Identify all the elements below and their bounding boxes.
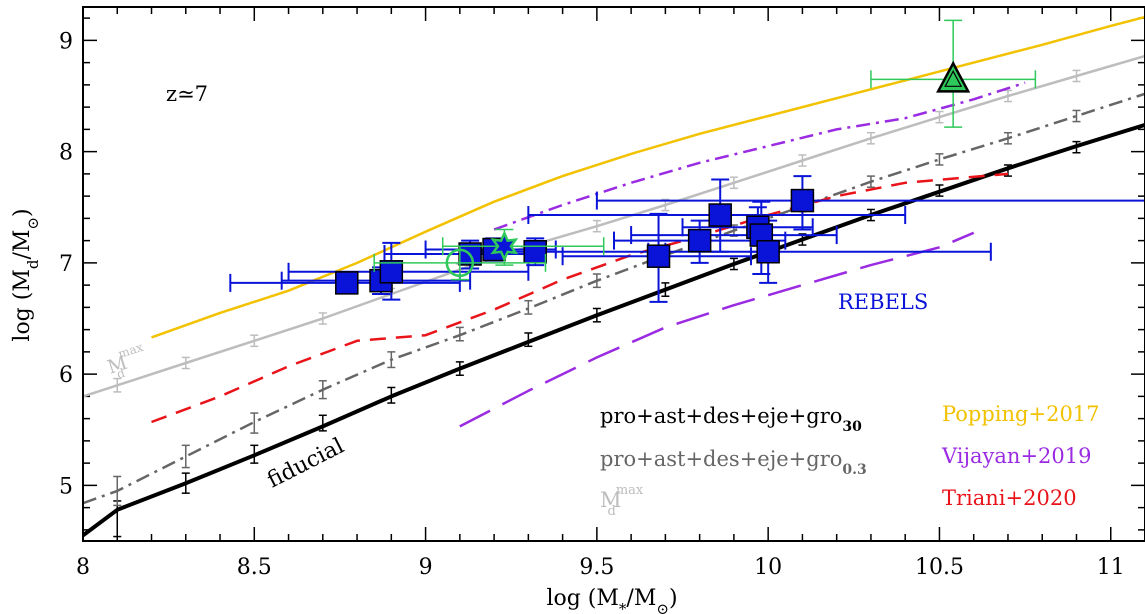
error-bar-mdmax bbox=[1003, 89, 1012, 103]
error-bar-gro03 bbox=[592, 273, 601, 289]
error-bar-fiducial bbox=[661, 282, 670, 297]
x-tick-label: 10.5 bbox=[915, 555, 964, 580]
highlight-point-circle bbox=[445, 248, 475, 278]
error-bar-gro03 bbox=[866, 175, 875, 188]
highlight-point-triangle-inner bbox=[944, 70, 963, 87]
error-bar-mdmax bbox=[318, 312, 327, 325]
series-line-vijayan_lower bbox=[459, 231, 975, 428]
rebels-label: REBELS bbox=[838, 290, 928, 314]
error-bar-mdmax bbox=[729, 176, 738, 190]
rebels-point bbox=[790, 188, 815, 213]
legend-entry-gro03: pro+ast+des+eje+gro0.3 bbox=[600, 447, 867, 478]
x-tick-label: 10 bbox=[754, 555, 782, 580]
rebels-point bbox=[646, 244, 671, 268]
error-bar-gro03 bbox=[935, 153, 944, 166]
error-bar-fiducial bbox=[1072, 140, 1081, 154]
error-bar-fiducial bbox=[524, 332, 533, 348]
redshift-label: z≃7 bbox=[166, 82, 208, 106]
y-tick-label: 9 bbox=[59, 29, 73, 54]
points-layer bbox=[229, 19, 1145, 303]
error-bar-fiducial bbox=[729, 257, 738, 271]
error-bar-mdmax bbox=[866, 131, 875, 145]
y-axis-title: log (Md/M⊙) bbox=[10, 208, 42, 341]
highlight-point-star bbox=[490, 230, 519, 263]
y-tick-label: 5 bbox=[59, 474, 73, 499]
error-bar-gro03 bbox=[318, 380, 327, 400]
error-bar-gro03 bbox=[181, 444, 190, 469]
series-line-popping bbox=[151, 15, 1145, 339]
x-tick-label: 8.5 bbox=[237, 555, 272, 580]
error-bar-fiducial bbox=[387, 386, 396, 404]
series-layer bbox=[83, 15, 1145, 538]
rebels-point bbox=[687, 228, 712, 253]
error-bar-fiducial bbox=[181, 472, 190, 494]
error-bar-mdmax bbox=[798, 154, 807, 167]
legend-entry-vijayan: Vijayan+2019 bbox=[941, 444, 1092, 468]
error-bar-mdmax bbox=[1072, 69, 1081, 83]
legend-entry-gro30: pro+ast+des+eje+gro30 bbox=[600, 404, 862, 435]
x-tick-label: 8 bbox=[76, 555, 90, 580]
legend: pro+ast+des+eje+gro30 pro+ast+des+eje+gr… bbox=[600, 402, 1100, 519]
error-bar-fiducial bbox=[250, 444, 259, 464]
tick-labels: 8 8.5 9 9.5 10 10.5 11 5 6 7 8 9 bbox=[59, 29, 1125, 580]
legend-entry-mdmax: Mdmax bbox=[600, 483, 644, 519]
rebels-point bbox=[756, 240, 780, 264]
rebels-point bbox=[379, 260, 404, 284]
error-bar-gro03 bbox=[524, 299, 533, 315]
x-tick-label: 11 bbox=[1097, 555, 1125, 580]
error-bar-mdmax bbox=[935, 110, 944, 124]
error-bar-fiducial bbox=[318, 414, 327, 432]
error-bar-fiducial bbox=[592, 307, 601, 323]
x-axis-title: log (M*/M⊙) bbox=[546, 586, 677, 614]
y-tick-label: 7 bbox=[59, 252, 73, 277]
error-bar-mdmax bbox=[250, 334, 259, 348]
x-tick-label: 9.5 bbox=[579, 555, 614, 580]
error-bar-gro03 bbox=[113, 475, 122, 507]
error-bar-mdmax bbox=[113, 377, 122, 393]
plot-frame bbox=[82, 6, 1145, 542]
axis-ticks bbox=[82, 7, 1145, 541]
legend-entry-popping: Popping+2017 bbox=[942, 402, 1100, 426]
rebels-point bbox=[523, 240, 547, 264]
error-bar-mdmax bbox=[181, 356, 190, 370]
legend-entry-triani: Triani+2020 bbox=[942, 486, 1077, 510]
y-tick-label: 6 bbox=[59, 363, 73, 388]
y-tick-label: 8 bbox=[59, 141, 73, 166]
error-bar-gro03 bbox=[387, 351, 396, 369]
series-line-vijayan_upper bbox=[493, 81, 1026, 231]
error-bar-gro03 bbox=[1072, 109, 1081, 123]
error-bar-fiducial bbox=[935, 184, 944, 197]
error-bar-gro03 bbox=[1003, 131, 1012, 145]
rebels-point bbox=[708, 203, 732, 227]
error-bar-mdmax bbox=[592, 219, 601, 233]
error-bar-gro03 bbox=[250, 412, 259, 434]
error-bar-fiducial bbox=[455, 361, 464, 376]
error-bar-gro03 bbox=[455, 326, 464, 342]
rebels-point bbox=[335, 271, 359, 295]
x-tick-label: 9 bbox=[419, 555, 433, 580]
